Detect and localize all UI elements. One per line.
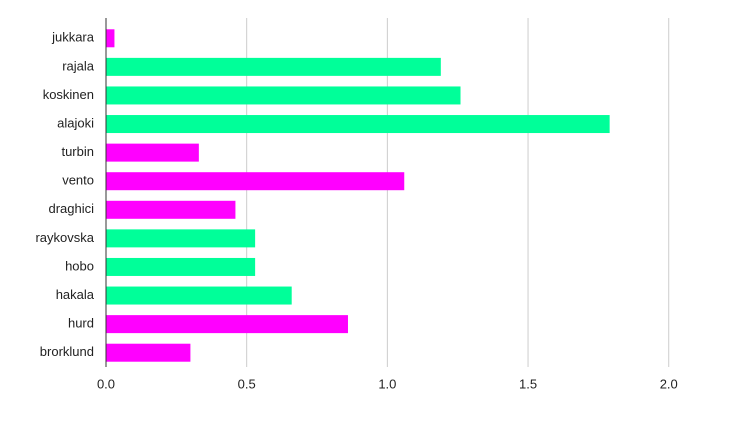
y-tick-label: hobo [65, 258, 94, 273]
bar [106, 229, 256, 248]
y-tick-label: hurd [68, 316, 94, 331]
bar [106, 29, 115, 48]
y-tick-label: brorklund [40, 344, 94, 359]
x-tick-label: 1.0 [378, 376, 396, 391]
y-tick-label: koskinen [43, 87, 94, 102]
bar [106, 200, 236, 219]
y-tick-label: draghici [48, 201, 94, 216]
y-tick-label: rajala [62, 58, 95, 73]
x-tick-label: 2.0 [660, 376, 678, 391]
bar [106, 57, 441, 76]
bar [106, 343, 191, 362]
y-tick-label: alajoki [57, 115, 94, 130]
bar [106, 172, 405, 191]
y-tick-label: turbin [61, 144, 94, 159]
bar [106, 257, 256, 276]
x-tick-label: 0.0 [97, 376, 115, 391]
y-tick-label: vento [62, 173, 94, 188]
bar [106, 286, 292, 305]
x-tick-label: 0.5 [238, 376, 256, 391]
y-tick-label: raykovska [35, 230, 94, 245]
bar [106, 115, 610, 134]
y-tick-label: hakala [56, 287, 95, 302]
x-tick-label: 1.5 [519, 376, 537, 391]
bar [106, 86, 461, 105]
bar [106, 315, 348, 334]
bar [106, 143, 199, 162]
y-tick-label: jukkara [51, 30, 95, 45]
